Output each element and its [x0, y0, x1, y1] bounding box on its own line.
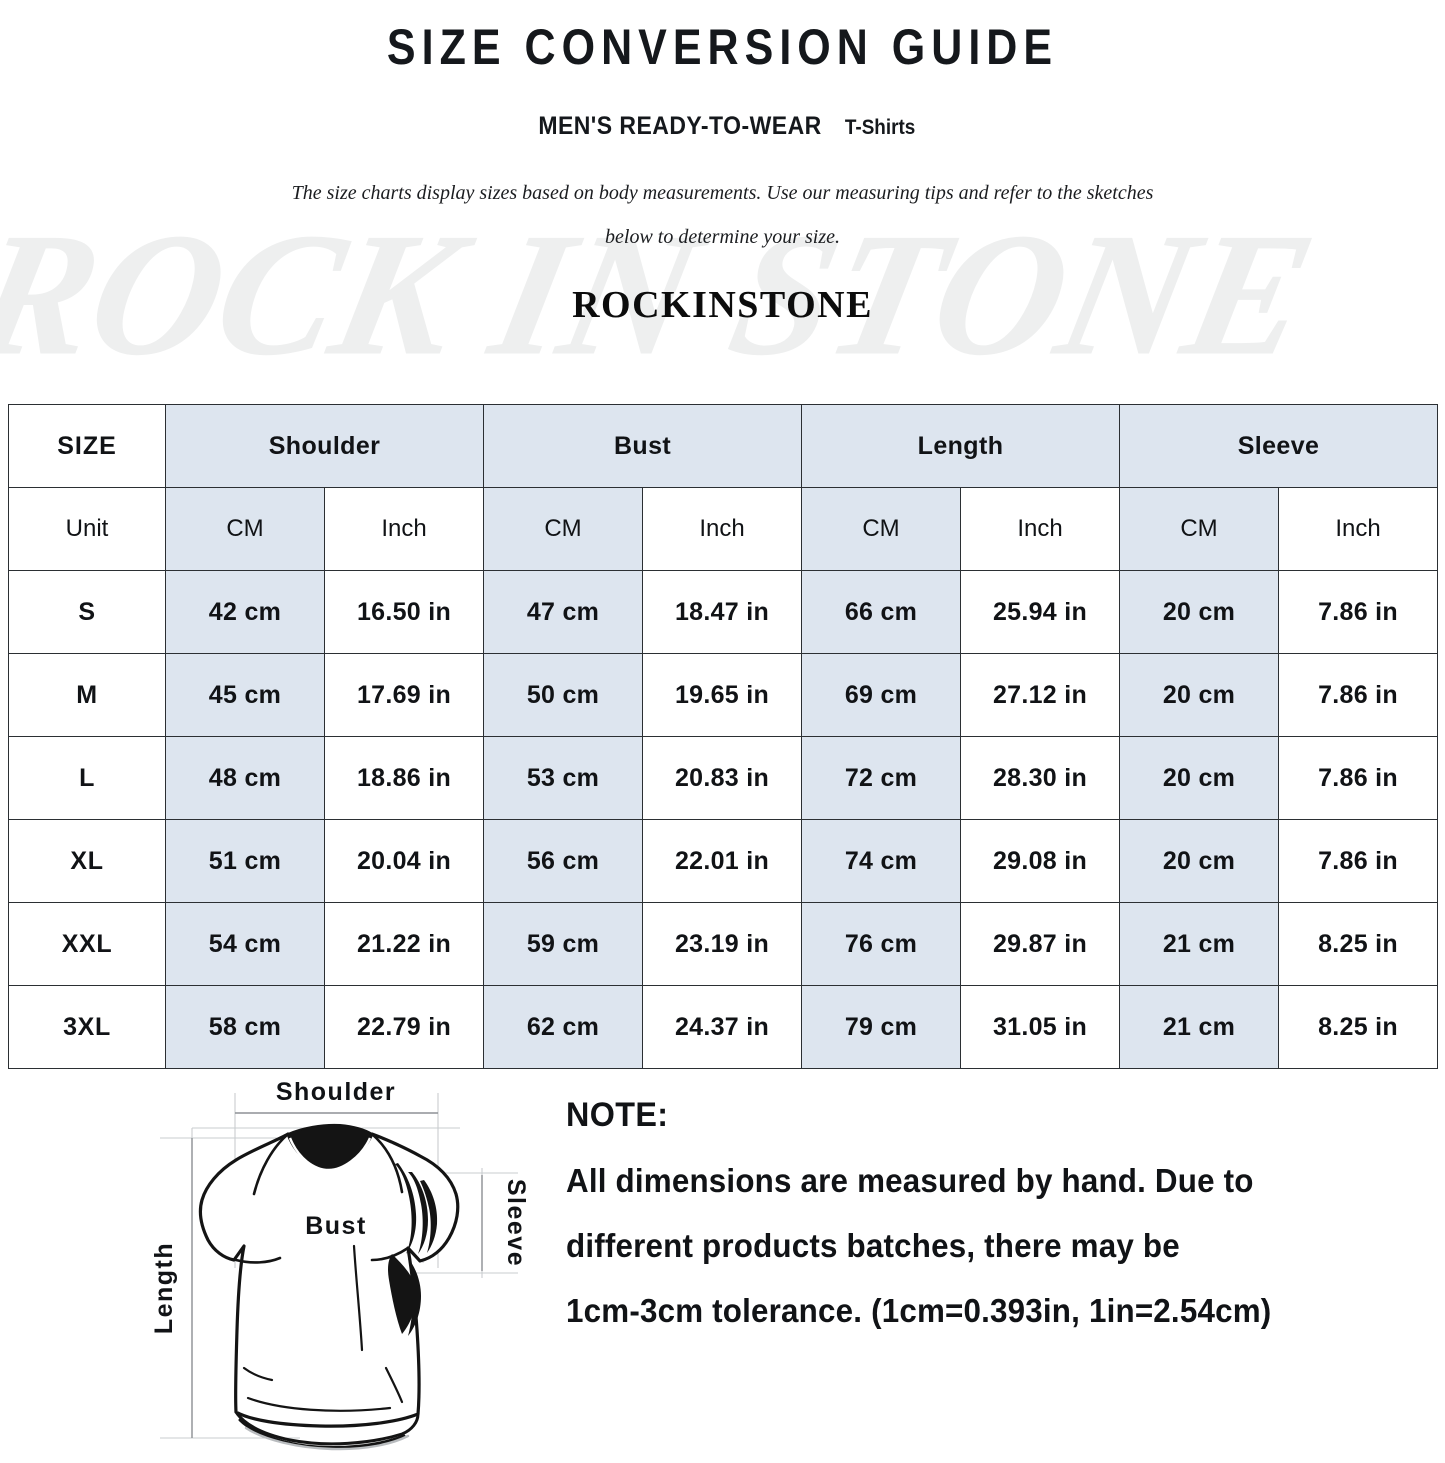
table-cell: 48 cm	[165, 736, 325, 820]
document-header: SIZE CONVERSION GUIDE MEN'S READY-TO-WEA…	[0, 18, 1445, 327]
bottom-section: Shoulder Bust Length Sleeve NOTE: All di…	[0, 1064, 1445, 1463]
tshirt-measurement-diagram: Shoulder Bust Length Sleeve	[150, 1078, 530, 1451]
header-group-sleeve: Sleeve	[1119, 404, 1439, 488]
table-cell: 69 cm	[801, 653, 962, 737]
brand-name: ROCKINSTONE	[572, 284, 873, 326]
table-group-header-row: SIZE Shoulder Bust Length Sleeve	[8, 404, 1439, 488]
table-header: SIZE Shoulder Bust Length Sleeve Unit CM…	[8, 404, 1439, 571]
unit-bust-cm: CM	[483, 487, 644, 571]
table-cell: 17.69 in	[323, 653, 485, 737]
table-cell: 56 cm	[483, 819, 644, 903]
subtitle-main: MEN'S READY-TO-WEAR	[538, 112, 822, 140]
table-cell: 24.37 in	[642, 985, 803, 1069]
table-cell: 51 cm	[165, 819, 325, 903]
table-cell: 29.87 in	[960, 902, 1121, 986]
unit-sleeve-inch: Inch	[1278, 487, 1439, 571]
table-row: 3XL 58 cm 22.79 in 62 cm 24.37 in 79 cm 31.05 …	[8, 985, 1439, 1069]
table-cell: 42 cm	[165, 570, 325, 654]
table-cell: 74 cm	[801, 819, 962, 903]
unit-sleeve-cm: CM	[1119, 487, 1280, 571]
note-block: NOTE: All dimensions are measured by han…	[566, 1096, 1396, 1330]
unit-shoulder-cm: CM	[165, 487, 325, 571]
table-cell: 58 cm	[165, 985, 325, 1069]
description: The size charts display sizes based on b…	[228, 171, 1218, 259]
table-cell: 8.25 in	[1278, 902, 1439, 986]
table-cell: 20 cm	[1119, 819, 1280, 903]
table-row: XXL 54 cm 21.22 in 59 cm 23.19 in 76 cm 29.87 …	[8, 902, 1439, 986]
header-group-shoulder: Shoulder	[164, 404, 485, 488]
table-cell: 27.12 in	[960, 653, 1121, 737]
table-cell: 18.47 in	[642, 570, 803, 654]
table-cell: 22.01 in	[642, 819, 803, 903]
unit-length-inch: Inch	[960, 487, 1121, 571]
row-size-label: XXL	[8, 902, 166, 986]
table-unit-row: Unit CM Inch CM Inch CM Inch CM Inch	[8, 487, 1439, 571]
table-cell: 47 cm	[483, 570, 644, 654]
note-line-3: 1cm-3cm tolerance. (1cm=0.393in, 1in=2.5…	[566, 1292, 1272, 1329]
note-line-2: different products batches, there may be	[566, 1227, 1180, 1264]
table-row: XL 51 cm 20.04 in 56 cm 22.01 in 74 cm 29.08 i…	[8, 819, 1439, 903]
header-size: SIZE	[8, 404, 166, 488]
table-cell: 8.25 in	[1278, 985, 1439, 1069]
note-title: NOTE:	[566, 1096, 669, 1134]
table-cell: 7.86 in	[1278, 819, 1439, 903]
table-cell: 31.05 in	[960, 985, 1121, 1069]
table-cell: 20.04 in	[323, 819, 485, 903]
table-row: L 48 cm 18.86 in 53 cm 20.83 in 72 cm 28.30 in…	[8, 736, 1439, 820]
table-cell: 7.86 in	[1278, 653, 1439, 737]
figure-label-shoulder: Shoulder	[276, 1078, 396, 1106]
row-size-label: M	[8, 653, 166, 737]
table-row: S 42 cm 16.50 in 47 cm 18.47 in 66 cm 25.94 in…	[8, 570, 1439, 654]
note-line-1: All dimensions are measured by hand. Due…	[566, 1162, 1254, 1199]
table-cell: 25.94 in	[960, 570, 1121, 654]
figure-label-bust: Bust	[305, 1212, 367, 1240]
table-cell: 21 cm	[1119, 902, 1280, 986]
table-cell: 22.79 in	[323, 985, 485, 1069]
table-cell: 72 cm	[801, 736, 962, 820]
header-group-bust: Bust	[483, 404, 803, 488]
table-cell: 20 cm	[1119, 570, 1280, 654]
table-cell: 7.86 in	[1278, 570, 1439, 654]
table-cell: 66 cm	[801, 570, 962, 654]
row-size-label: L	[8, 736, 166, 820]
unit-shoulder-inch: Inch	[323, 487, 485, 571]
figure-label-sleeve: Sleeve	[502, 1179, 530, 1267]
table-cell: 20 cm	[1119, 653, 1280, 737]
table-cell: 7.86 in	[1278, 736, 1439, 820]
row-size-label: S	[8, 570, 166, 654]
row-size-label: 3XL	[8, 985, 166, 1069]
page-title: SIZE CONVERSION GUIDE	[386, 19, 1059, 75]
table-cell: 50 cm	[483, 653, 644, 737]
row-size-label: XL	[8, 819, 166, 903]
table-cell: 79 cm	[801, 985, 962, 1069]
unit-length-cm: CM	[801, 487, 962, 571]
table-cell: 19.65 in	[642, 653, 803, 737]
table-cell: 29.08 in	[960, 819, 1121, 903]
unit-bust-inch: Inch	[642, 487, 803, 571]
unit-label: Unit	[8, 487, 166, 571]
table-cell: 54 cm	[165, 902, 325, 986]
subtitle-product-type: T-Shirts	[844, 116, 916, 139]
description-line-2: below to determine your size.	[605, 226, 840, 248]
table-cell: 45 cm	[165, 653, 325, 737]
table-cell: 20.83 in	[642, 736, 803, 820]
table-cell: 53 cm	[483, 736, 644, 820]
table-cell: 76 cm	[801, 902, 962, 986]
subtitle: MEN'S READY-TO-WEAR T-Shirts	[0, 112, 1445, 141]
description-line-1: The size charts display sizes based on b…	[291, 182, 1154, 204]
size-conversion-table: SIZE Shoulder Bust Length Sleeve Unit CM…	[8, 404, 1439, 1069]
table-cell: 20 cm	[1119, 736, 1280, 820]
header-group-length: Length	[801, 404, 1121, 488]
table-cell: 21 cm	[1119, 985, 1280, 1069]
table-cell: 59 cm	[483, 902, 644, 986]
figure-label-length: Length	[150, 1242, 178, 1334]
table-cell: 62 cm	[483, 985, 644, 1069]
table-cell: 16.50 in	[323, 570, 485, 654]
table-body: S 42 cm 16.50 in 47 cm 18.47 in 66 cm 25.94 in…	[8, 570, 1439, 1069]
table-cell: 23.19 in	[642, 902, 803, 986]
table-row: M 45 cm 17.69 in 50 cm 19.65 in 69 cm 27.12 in…	[8, 653, 1439, 737]
table-cell: 21.22 in	[323, 902, 485, 986]
table-cell: 18.86 in	[323, 736, 485, 820]
table-cell: 28.30 in	[960, 736, 1121, 820]
